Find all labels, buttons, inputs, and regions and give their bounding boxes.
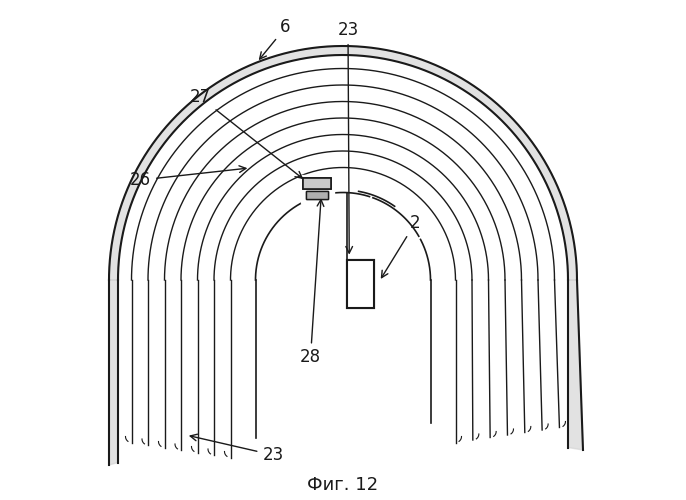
Text: 27: 27 [190,88,303,178]
Polygon shape [109,46,577,280]
Text: 28: 28 [300,200,324,366]
Text: 26: 26 [130,166,246,189]
Bar [306,191,328,199]
Polygon shape [109,280,118,465]
Bar [346,260,375,308]
Text: 23: 23 [338,21,359,253]
Bar [346,260,375,308]
Text: 23: 23 [190,434,283,464]
Text: Фиг. 12: Фиг. 12 [307,476,379,494]
Polygon shape [344,258,377,310]
Text: 6: 6 [259,18,291,59]
Bar [303,178,331,189]
Bar [303,178,331,189]
Polygon shape [568,280,583,450]
Bar [306,191,328,199]
Polygon shape [300,176,333,203]
Text: 2: 2 [381,214,421,278]
